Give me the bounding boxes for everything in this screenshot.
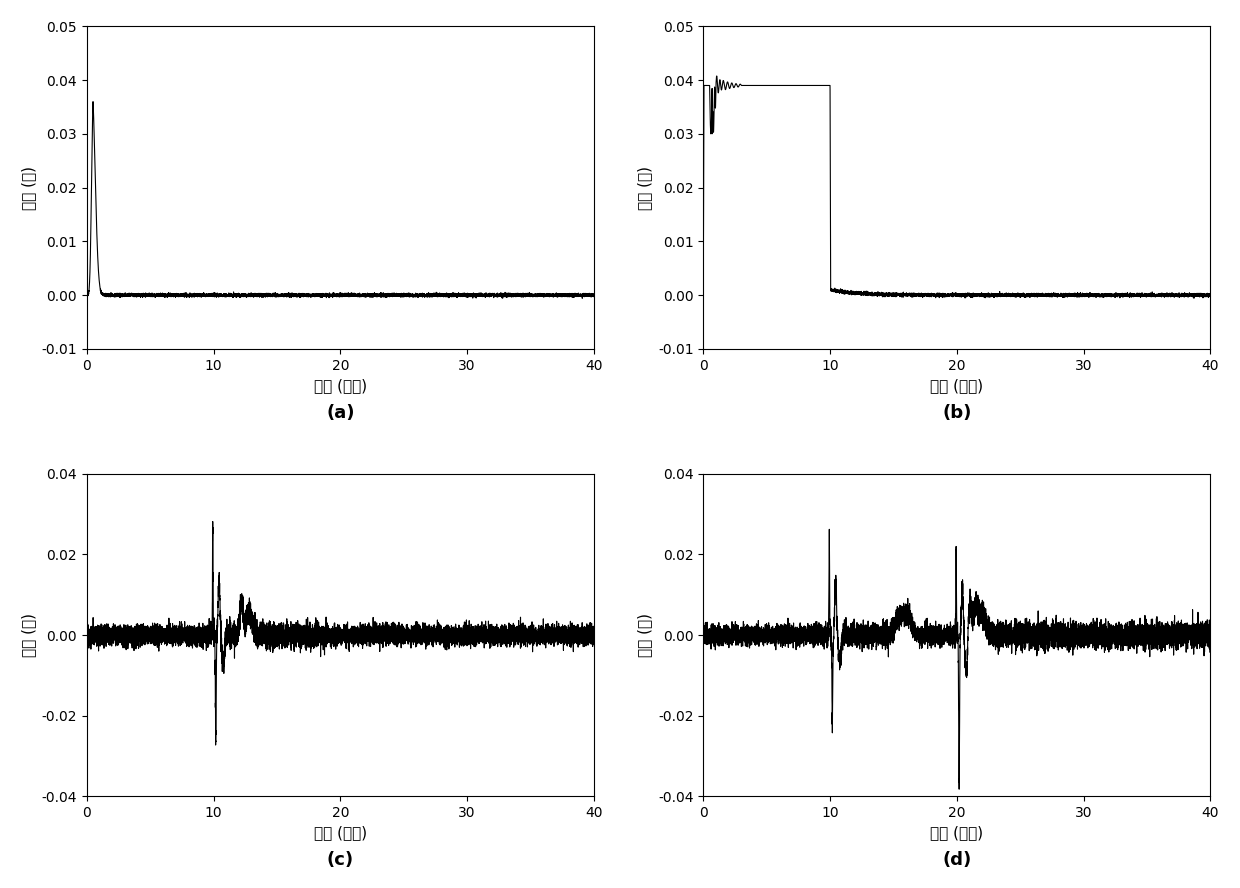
X-axis label: 时间 (微秒): 时间 (微秒) [314, 378, 367, 393]
Y-axis label: 幅値 (伏): 幅値 (伏) [21, 165, 36, 210]
Text: (d): (d) [942, 852, 971, 869]
Text: (a): (a) [326, 404, 355, 422]
Y-axis label: 幅値 (伏): 幅値 (伏) [21, 613, 36, 657]
Y-axis label: 幅値 (伏): 幅値 (伏) [637, 613, 652, 657]
X-axis label: 时间 (微秒): 时间 (微秒) [930, 378, 983, 393]
Text: (b): (b) [942, 404, 971, 422]
X-axis label: 时间 (微秒): 时间 (微秒) [314, 826, 367, 841]
Text: (c): (c) [327, 852, 353, 869]
X-axis label: 时间 (微秒): 时间 (微秒) [930, 826, 983, 841]
Y-axis label: 幅値 (伏): 幅値 (伏) [637, 165, 652, 210]
